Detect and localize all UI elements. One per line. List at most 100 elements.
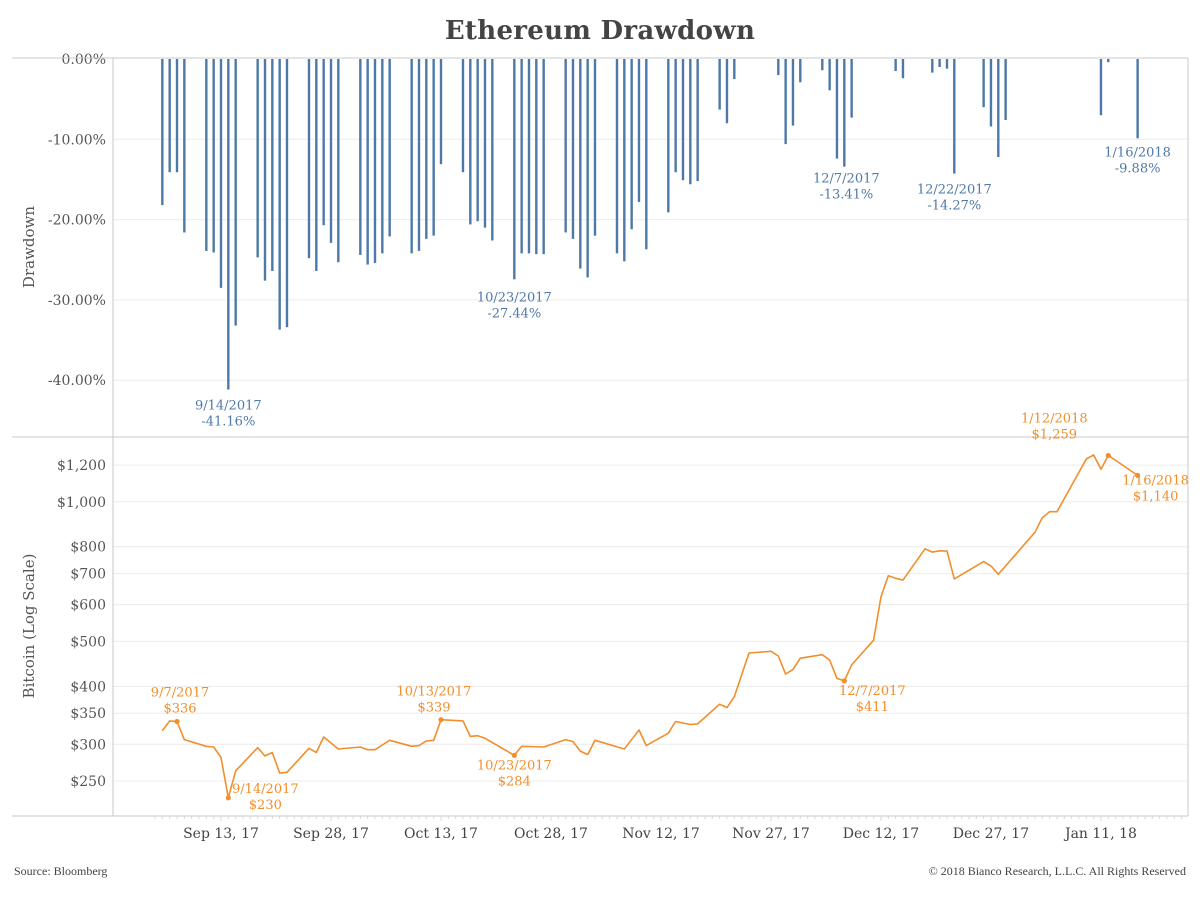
drawdown-annotation-value: -41.16% — [201, 415, 255, 430]
drawdown-bar — [381, 59, 384, 254]
drawdown-bar — [674, 59, 677, 173]
x-tick-label: Sep 13, 17 — [183, 826, 259, 842]
drawdown-bar — [359, 59, 362, 255]
drawdown-bar — [997, 59, 1000, 157]
drawdown-bar — [285, 59, 289, 328]
drawdown-bar — [439, 59, 443, 165]
bitcoin-price-line — [161, 454, 1139, 799]
drawdown-bar — [417, 59, 421, 251]
drawdown-bar — [689, 59, 692, 185]
drawdown-bar — [645, 59, 648, 250]
drawdown-bar — [564, 59, 567, 233]
y-tick-label: -10.00% — [48, 132, 106, 148]
drawdown-bar — [637, 59, 641, 202]
drawdown-bar — [227, 59, 230, 390]
price-annotation-date: 12/7/2017 — [839, 684, 906, 699]
drawdown-bar — [784, 59, 787, 145]
drawdown-bar — [777, 59, 780, 76]
annotation-marker — [174, 718, 180, 725]
drawdown-bar — [469, 59, 472, 225]
drawdown-bar — [718, 59, 721, 110]
y-tick-label: $300 — [70, 737, 106, 753]
price-annotation-date: 10/13/2017 — [397, 685, 472, 700]
drawdown-bar — [901, 59, 905, 79]
price-annotation-value: $339 — [417, 701, 450, 716]
drawdown-bar — [1136, 59, 1139, 139]
x-tick-label: Nov 12, 17 — [622, 826, 700, 842]
x-tick-label: Nov 27, 17 — [732, 826, 810, 842]
price-annotation-value: $1,140 — [1133, 489, 1179, 504]
drawdown-bar — [791, 59, 795, 126]
y-tick-label: $700 — [70, 567, 106, 583]
y-axis-title-bitcoin: Bitcoin (Log Scale) — [20, 554, 38, 699]
drawdown-annotation-date: 12/7/2017 — [813, 172, 880, 187]
price-annotation-date: 1/16/2018 — [1122, 473, 1189, 488]
drawdown-bar — [513, 59, 516, 280]
drawdown-bar — [1004, 59, 1007, 121]
price-annotation-value: $336 — [163, 701, 196, 716]
annotation-marker — [1135, 472, 1141, 479]
x-tick-label: Oct 28, 17 — [514, 826, 588, 842]
x-tick-label: Oct 13, 17 — [404, 826, 478, 842]
drawdown-bar — [491, 59, 494, 241]
drawdown-bar — [989, 59, 993, 127]
drawdown-bar — [366, 59, 369, 265]
drawdown-bar — [821, 59, 824, 71]
y-tick-label: 0.00% — [62, 52, 106, 68]
drawdown-bar — [410, 59, 413, 254]
drawdown-bar — [175, 59, 179, 173]
drawdown-bar — [1107, 59, 1110, 63]
drawdown-bar — [278, 59, 281, 330]
drawdown-bar — [696, 59, 699, 182]
y-tick-label: $1,000 — [57, 495, 106, 511]
drawdown-bar — [630, 59, 633, 230]
drawdown-bar — [483, 59, 487, 228]
drawdown-bar — [681, 59, 685, 181]
drawdown-bar — [799, 59, 802, 83]
drawdown-bar — [571, 59, 575, 239]
price-annotation-value: $284 — [498, 774, 531, 789]
drawdown-bar — [161, 59, 164, 206]
drawdown-bar — [982, 59, 985, 108]
drawdown-bar — [271, 59, 274, 271]
y-tick-label: $600 — [70, 598, 106, 614]
chart-title: Ethereum Drawdown — [444, 16, 756, 46]
x-tick-label: Sep 28, 17 — [293, 826, 369, 842]
y-tick-label: -40.00% — [48, 373, 106, 389]
x-tick-label: Dec 12, 17 — [843, 826, 919, 842]
drawdown-bar — [205, 59, 208, 251]
y-tick-label: -30.00% — [48, 293, 106, 309]
drawdown-annotation-value: -27.44% — [487, 306, 541, 321]
drawdown-bar — [263, 59, 267, 281]
y-tick-label: $400 — [70, 679, 106, 695]
price-annotation-value: $411 — [856, 700, 889, 715]
drawdown-bar — [1099, 59, 1103, 116]
drawdown-bar — [835, 59, 839, 159]
drawdown-bar — [615, 59, 619, 254]
y-tick-label: $800 — [70, 540, 106, 556]
source-note: Source: Bloomberg — [14, 864, 108, 878]
annotation-marker — [1105, 452, 1111, 459]
drawdown-bar — [425, 59, 428, 239]
y-tick-label: $250 — [70, 774, 106, 790]
drawdown-bar — [388, 59, 391, 237]
drawdown-annotation-value: -14.27% — [927, 199, 981, 214]
y-tick-label: -20.00% — [48, 213, 106, 229]
drawdown-bar — [307, 59, 311, 259]
drawdown-bar — [828, 59, 831, 91]
drawdown-bar — [527, 59, 531, 254]
drawdown-bar — [725, 59, 729, 124]
price-annotation-date: 10/23/2017 — [477, 758, 552, 773]
y-tick-label: $350 — [70, 706, 106, 722]
drawdown-bar — [667, 59, 670, 213]
price-annotation-date: 9/7/2017 — [151, 685, 209, 700]
drawdown-bar — [432, 59, 435, 236]
annotation-marker — [841, 678, 847, 684]
drawdown-bar — [586, 59, 589, 278]
drawdown-annotation-date: 1/16/2018 — [1104, 145, 1171, 160]
drawdown-bar — [623, 59, 626, 262]
drawdown-bar — [183, 59, 186, 233]
drawdown-bar — [945, 59, 949, 69]
drawdown-bar — [337, 59, 340, 263]
